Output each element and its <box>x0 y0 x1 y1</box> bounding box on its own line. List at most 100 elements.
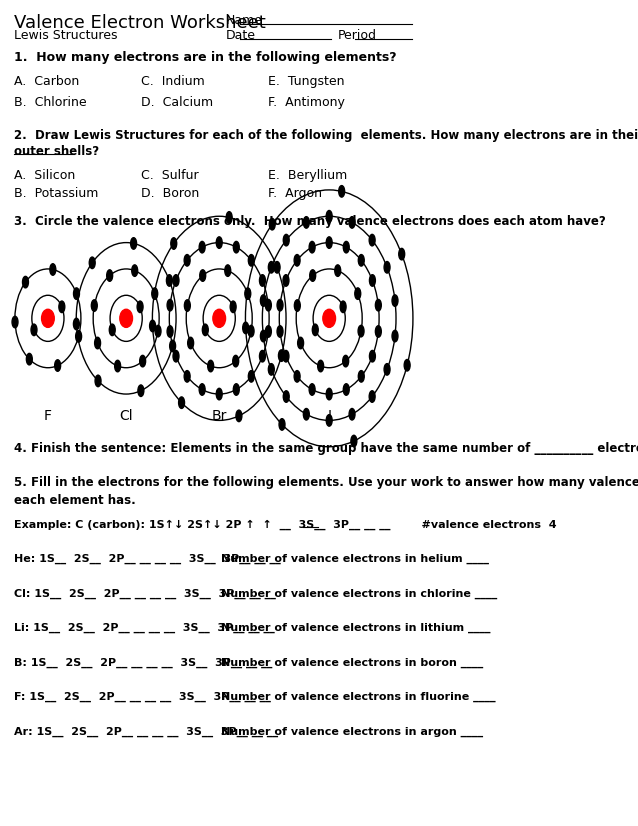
Circle shape <box>167 325 173 337</box>
Circle shape <box>73 288 80 299</box>
Circle shape <box>234 241 239 253</box>
Circle shape <box>309 270 316 282</box>
Ellipse shape <box>213 309 226 327</box>
Circle shape <box>233 355 239 367</box>
Circle shape <box>188 337 193 349</box>
Circle shape <box>115 360 121 372</box>
Text: D.  Calcium: D. Calcium <box>141 96 213 109</box>
Circle shape <box>339 186 345 197</box>
Text: 3.  Circle the valence electrons only.  How many valence electrons does each ato: 3. Circle the valence electrons only. Ho… <box>14 216 606 229</box>
Text: Date: Date <box>226 29 256 41</box>
Ellipse shape <box>41 309 54 327</box>
Circle shape <box>167 299 173 311</box>
Circle shape <box>375 325 382 337</box>
Circle shape <box>358 325 364 337</box>
Circle shape <box>150 320 156 332</box>
Circle shape <box>95 375 101 387</box>
Circle shape <box>303 409 309 420</box>
Circle shape <box>349 409 355 420</box>
Text: C.  Indium: C. Indium <box>141 75 205 88</box>
Text: He: 1S__  2S__  2P__ __ __ __  3S__  3P__ __ __: He: 1S__ 2S__ 2P__ __ __ __ 3S__ 3P__ __… <box>14 553 281 564</box>
Circle shape <box>152 288 158 299</box>
Circle shape <box>269 363 274 375</box>
Circle shape <box>216 388 222 400</box>
Ellipse shape <box>323 309 336 327</box>
Text: Name: Name <box>226 14 263 26</box>
Circle shape <box>326 415 332 426</box>
Circle shape <box>392 295 398 306</box>
Text: 1.  How many electrons are in the following elements?: 1. How many electrons are in the followi… <box>14 50 397 64</box>
Circle shape <box>355 288 360 299</box>
Circle shape <box>202 324 208 335</box>
Circle shape <box>369 350 375 362</box>
Circle shape <box>384 363 390 375</box>
Circle shape <box>260 350 265 362</box>
Text: Cl: Cl <box>119 409 133 423</box>
Text: I: I <box>327 409 331 423</box>
Circle shape <box>91 300 97 311</box>
Circle shape <box>50 263 56 275</box>
Circle shape <box>260 295 266 306</box>
Circle shape <box>208 360 214 372</box>
Circle shape <box>303 216 309 228</box>
Circle shape <box>171 238 177 249</box>
Circle shape <box>404 359 410 371</box>
Circle shape <box>55 360 61 372</box>
Ellipse shape <box>120 309 133 327</box>
Text: outer shells?: outer shells? <box>14 145 99 159</box>
Circle shape <box>226 211 232 223</box>
Circle shape <box>265 299 271 311</box>
Circle shape <box>248 325 254 337</box>
Circle shape <box>138 385 144 396</box>
Circle shape <box>269 262 274 273</box>
Circle shape <box>73 318 79 330</box>
Circle shape <box>279 419 285 430</box>
Circle shape <box>392 330 398 342</box>
Circle shape <box>179 397 184 408</box>
Circle shape <box>22 277 29 288</box>
Text: Number of valence electrons in chlorine ____: Number of valence electrons in chlorine … <box>221 588 498 599</box>
Text: Number of valence electrons in lithium ____: Number of valence electrons in lithium _… <box>221 623 491 634</box>
Text: A.  Silicon: A. Silicon <box>14 169 75 182</box>
Text: 4. Finish the sentence: Elements in the same group have the same number of _____: 4. Finish the sentence: Elements in the … <box>14 442 638 455</box>
Circle shape <box>170 340 175 352</box>
Circle shape <box>225 265 231 277</box>
Circle shape <box>335 265 341 277</box>
Circle shape <box>200 270 205 282</box>
Circle shape <box>326 211 332 222</box>
Text: Li: 1S__  2S__  2P__ __ __ __  3S__  3P__ __ __: Li: 1S__ 2S__ 2P__ __ __ __ 3S__ 3P__ __… <box>14 623 275 634</box>
Circle shape <box>26 354 33 365</box>
Text: F: 1S__  2S__  2P__ __ __ __  3S__  3P__ __ __: F: 1S__ 2S__ 2P__ __ __ __ 3S__ 3P__ __ … <box>14 692 271 702</box>
Circle shape <box>326 237 332 249</box>
Circle shape <box>294 371 300 382</box>
Circle shape <box>242 322 249 334</box>
Circle shape <box>236 411 242 421</box>
Circle shape <box>375 299 382 311</box>
Circle shape <box>260 275 265 287</box>
Text: Example: C (carbon): 1S↑↓ 2S↑↓ 2P ↑  ↑  __  3S__  3P__ __ __        #valence ele: Example: C (carbon): 1S↑↓ 2S↑↓ 2P ↑ ↑ __… <box>14 520 557 529</box>
Text: F.  Antimony: F. Antimony <box>268 96 345 109</box>
Circle shape <box>269 218 275 230</box>
Circle shape <box>399 249 404 260</box>
Text: 2.  Draw Lewis Structures for each of the following  elements. How many electron: 2. Draw Lewis Structures for each of the… <box>14 129 638 142</box>
Circle shape <box>131 265 138 277</box>
Circle shape <box>184 254 190 266</box>
Circle shape <box>199 241 205 253</box>
Text: Br: Br <box>212 409 227 423</box>
Text: Cl: 1S__  2S__  2P__ __ __ __  3S__  3P__ __ __: Cl: 1S__ 2S__ 2P__ __ __ __ 3S__ 3P__ __… <box>14 588 276 599</box>
Text: Number of valence electrons in boron ____: Number of valence electrons in boron ___… <box>221 657 484 667</box>
Circle shape <box>343 355 348 367</box>
Text: C.  Sulfur: C. Sulfur <box>141 169 198 182</box>
Circle shape <box>167 275 172 287</box>
Text: Lewis Structures: Lewis Structures <box>14 29 117 41</box>
Text: Number of valence electrons in helium ____: Number of valence electrons in helium __… <box>221 553 489 564</box>
Circle shape <box>245 288 251 299</box>
Text: D.  Boron: D. Boron <box>141 187 199 200</box>
Circle shape <box>173 275 179 287</box>
Circle shape <box>274 262 280 273</box>
Circle shape <box>318 360 323 372</box>
Text: E.  Tungsten: E. Tungsten <box>268 75 345 88</box>
Circle shape <box>326 388 332 400</box>
Circle shape <box>369 275 375 287</box>
Text: F.  Argon: F. Argon <box>268 187 322 200</box>
